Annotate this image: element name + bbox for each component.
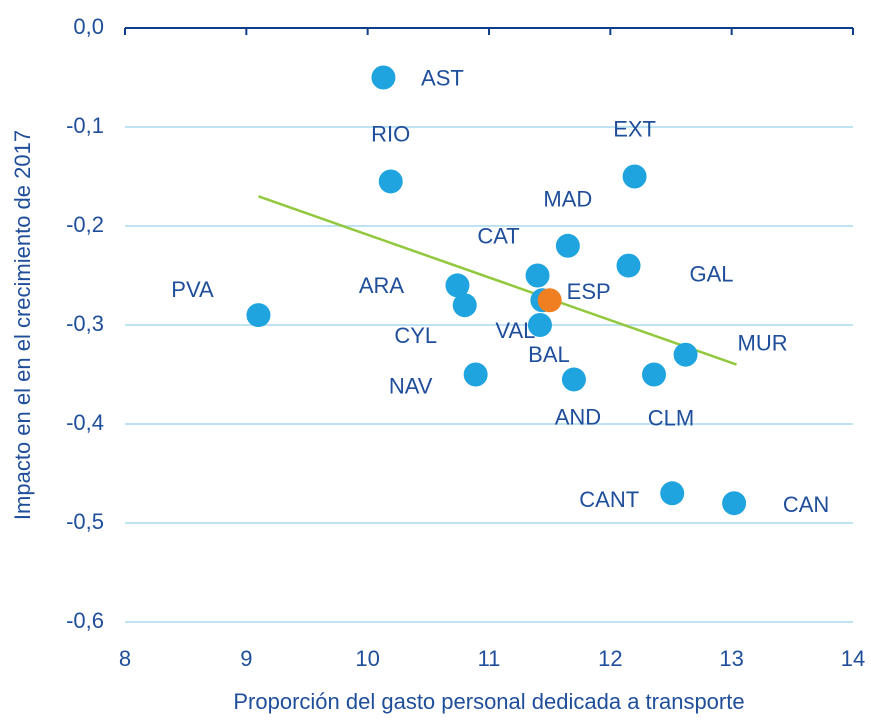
point xyxy=(673,342,698,367)
y-axis-label: Impacto en el en el crecimiento de 2017 xyxy=(10,130,35,520)
x-tick-label: 11 xyxy=(478,646,501,671)
point-label: CAN xyxy=(783,492,829,517)
point xyxy=(622,164,647,189)
point xyxy=(722,491,747,516)
y-tick-label: -0,1 xyxy=(66,113,104,138)
x-tick-label: 14 xyxy=(841,646,865,671)
point-label: MAD xyxy=(543,187,592,212)
point-label: AND xyxy=(555,404,601,429)
point xyxy=(616,253,641,278)
point xyxy=(642,362,667,387)
point-label: CLM xyxy=(648,405,694,430)
y-tick-label: -0,4 xyxy=(66,410,104,435)
point-label: GAL xyxy=(690,261,734,286)
point xyxy=(463,362,488,387)
point xyxy=(452,293,477,318)
point-label: BAL xyxy=(528,342,570,367)
point xyxy=(537,288,562,313)
trend-line xyxy=(258,195,737,366)
point-label: AST xyxy=(421,65,464,90)
point xyxy=(371,65,396,90)
x-tick-label: 9 xyxy=(240,646,252,671)
x-tick-label: 8 xyxy=(119,646,131,671)
point-label: RIO xyxy=(371,121,410,146)
x-tick-label: 12 xyxy=(598,646,622,671)
point xyxy=(445,273,470,298)
y-tick-label: 0,0 xyxy=(73,14,104,39)
point xyxy=(527,313,552,337)
x-tick-label: 13 xyxy=(719,646,743,671)
point-label: PVA xyxy=(171,277,214,302)
x-tick-label: 10 xyxy=(355,646,379,671)
point-label: EXT xyxy=(613,116,656,141)
y-tick-label: -0,6 xyxy=(66,608,104,633)
y-tick-label: -0,2 xyxy=(66,212,104,237)
point xyxy=(246,303,271,328)
point-label: MUR xyxy=(738,331,788,356)
point xyxy=(525,263,550,288)
point xyxy=(378,169,403,194)
y-tick-label: -0,5 xyxy=(66,509,104,534)
point-label: ESP xyxy=(567,279,611,304)
x-axis-label: Proporción del gasto personal dedicada a… xyxy=(233,689,744,714)
point-label: ARA xyxy=(359,273,405,298)
point-label: CYL xyxy=(394,323,437,348)
point-label: NAV xyxy=(389,373,433,398)
y-tick-label: -0,3 xyxy=(66,311,104,336)
point-label: CAT xyxy=(477,223,519,248)
point xyxy=(561,367,586,392)
point-label: CANT xyxy=(579,487,639,512)
point-label: VAL xyxy=(495,318,535,343)
point xyxy=(555,233,580,258)
point xyxy=(660,481,685,506)
